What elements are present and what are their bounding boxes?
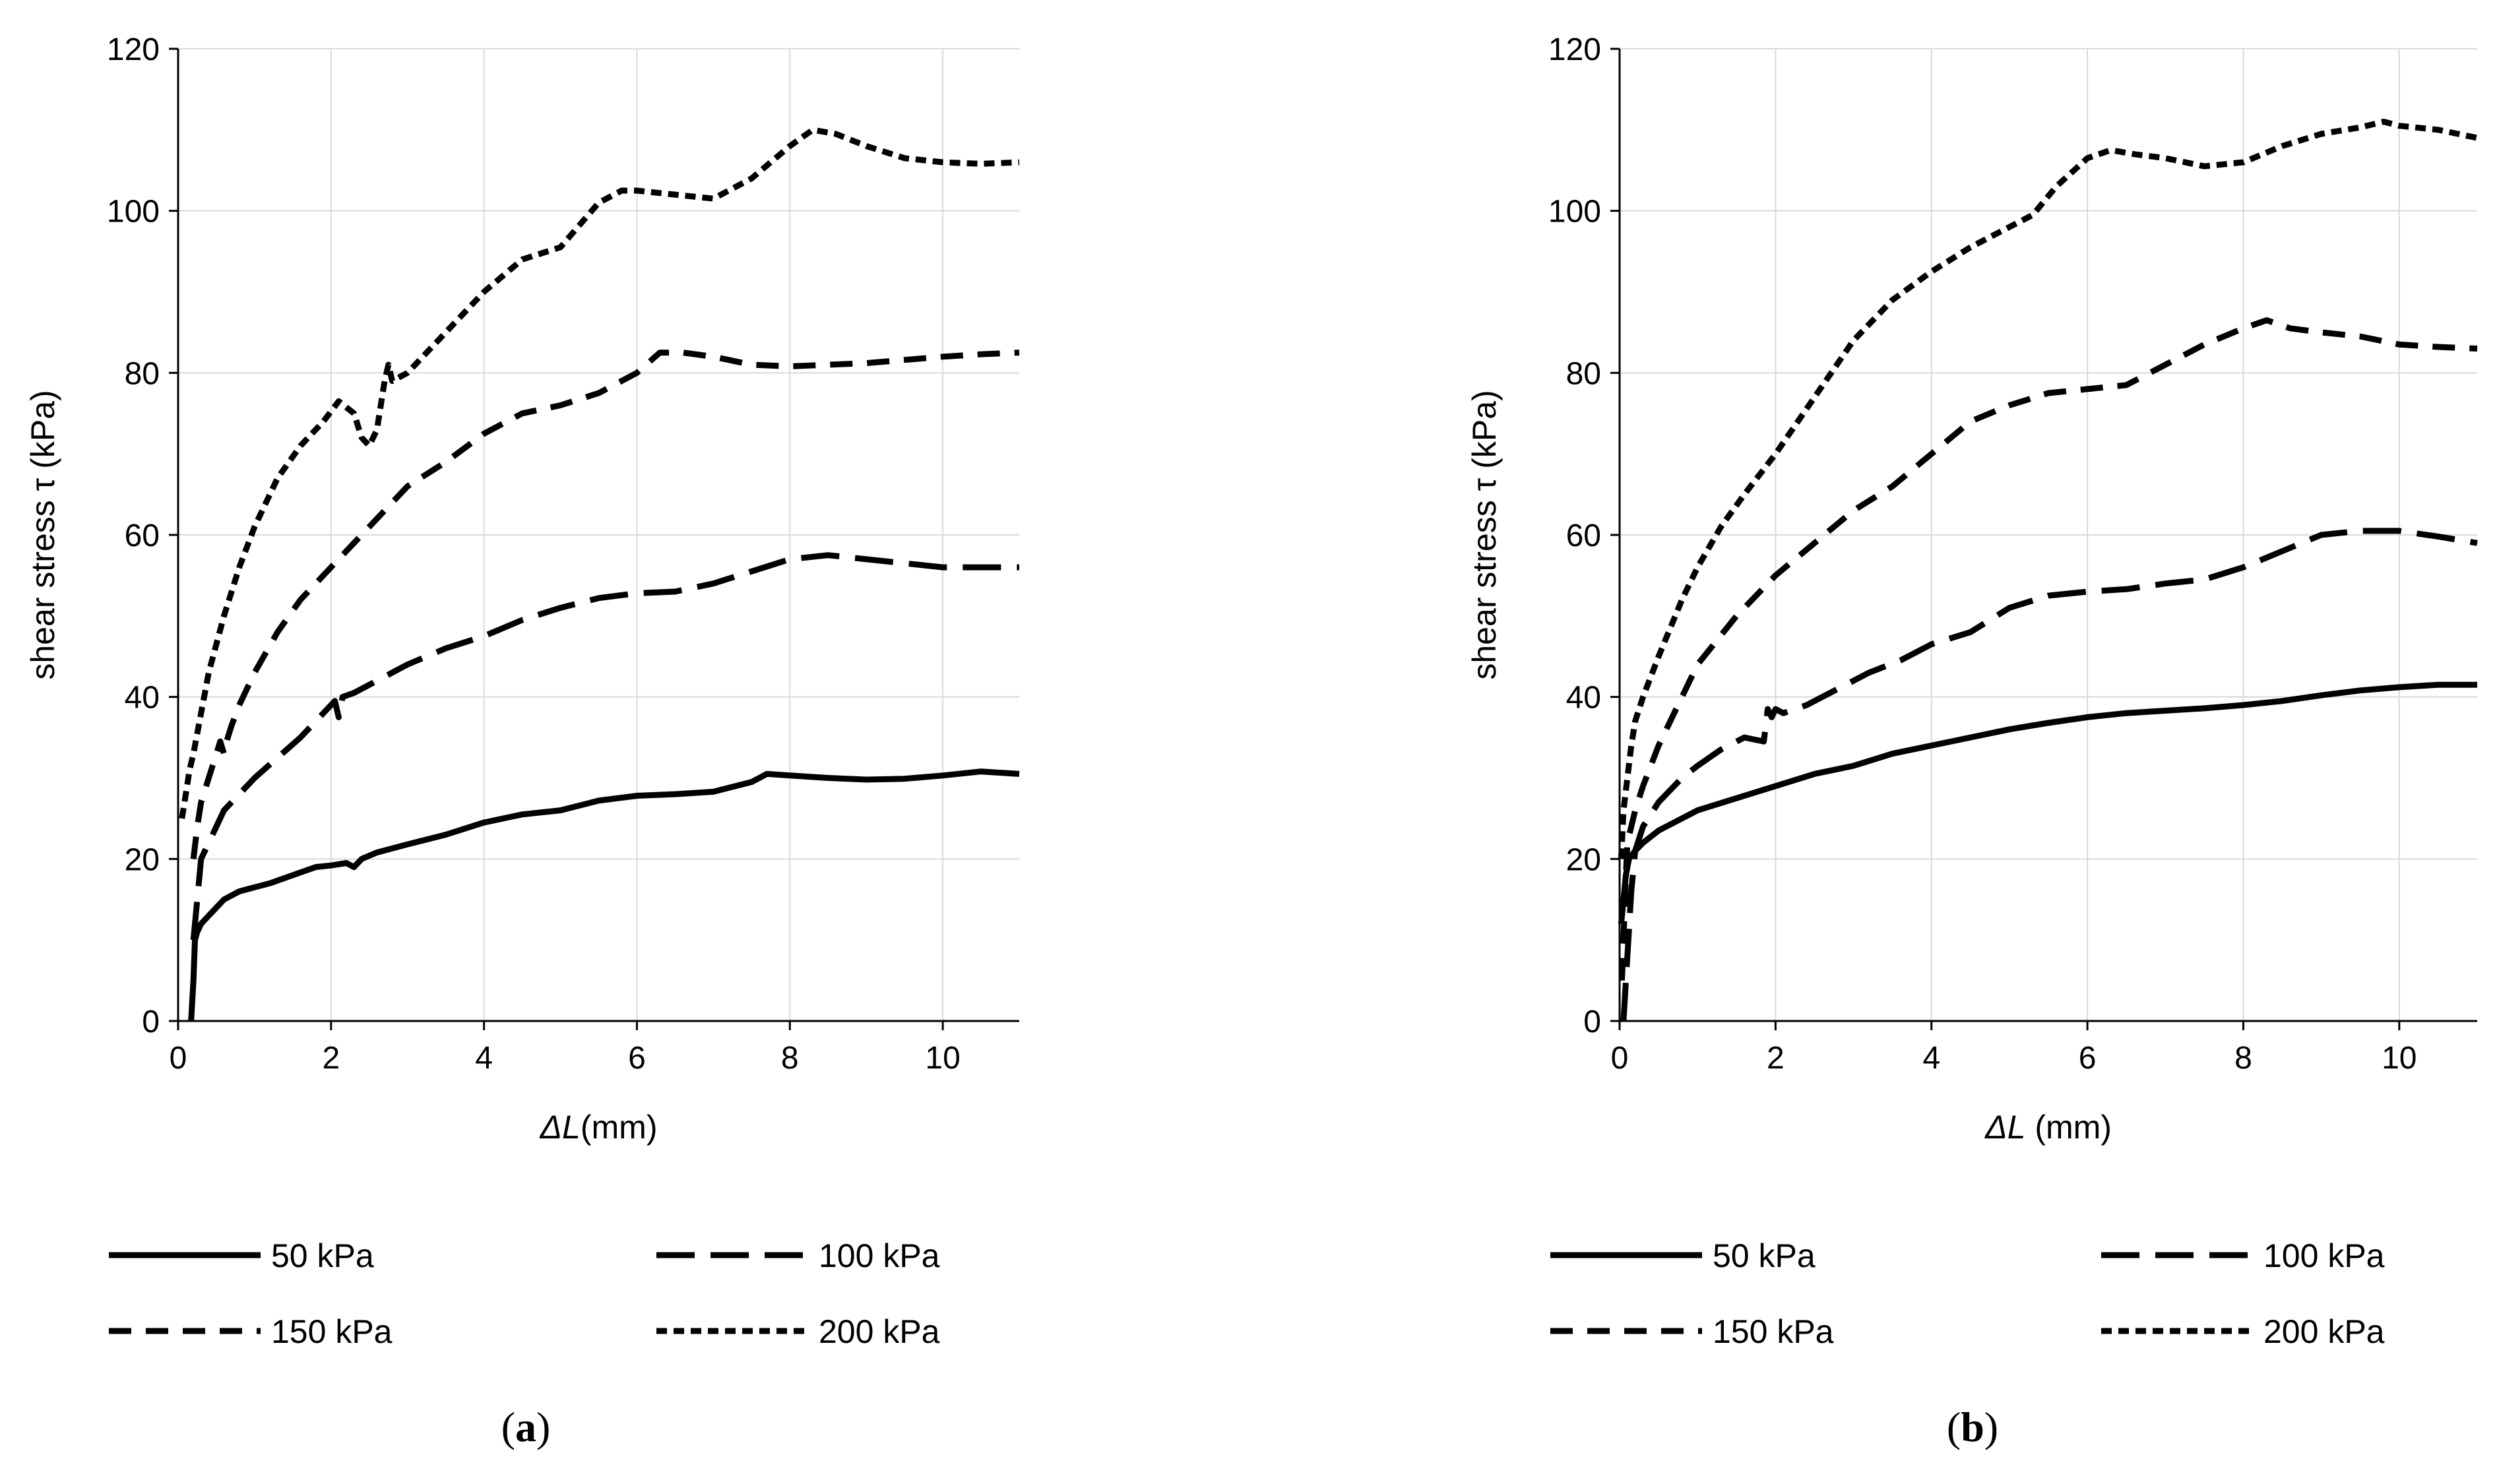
y-axis-label: shear stress τ (kPa) <box>1466 390 1503 679</box>
panel-label-part: a <box>515 1404 536 1450</box>
panel-label-part: ( <box>501 1404 515 1450</box>
x-axis-label: ΔL(mm) <box>540 1109 658 1146</box>
x-tick-label: 10 <box>2382 1041 2417 1076</box>
chart-panel-b: 0 20 40 60 80 100 120 0 2 4 6 8 10 ΔL (mm) shear stres… <box>1466 32 2478 1450</box>
y-tick-label: 40 <box>125 681 160 716</box>
chart-panel-a: 0 20 40 60 80 100 120 0 2 4 6 8 10 ΔL(mm) shear stress… <box>24 32 1020 1450</box>
y-tick-label: 60 <box>1566 518 1601 553</box>
legend-label: 100 kPa <box>2263 1237 2385 1274</box>
legend-entry: 50 kPa <box>1550 1237 1816 1274</box>
legend-label: 100 kPa <box>819 1237 940 1274</box>
x-tick-label: 0 <box>170 1041 187 1076</box>
legend-entry: 100 kPa <box>656 1237 940 1274</box>
legend-entry: 50 kPa <box>109 1237 374 1274</box>
y-tick-label: 80 <box>125 356 160 391</box>
panel-label-part: b <box>1961 1404 1984 1450</box>
panel-label: (a) <box>501 1404 551 1450</box>
panel-label-part: ) <box>1984 1404 1998 1450</box>
legend-entry: 150 kPa <box>1550 1313 1834 1350</box>
x-tick-label: 0 <box>1611 1041 1629 1076</box>
panel-label-part: ( <box>1947 1404 1961 1450</box>
y-tick-label: 20 <box>125 842 160 877</box>
y-tick-label: 100 <box>107 195 160 230</box>
legend-label: 200 kPa <box>2263 1313 2385 1350</box>
y-tick-label: 0 <box>142 1005 160 1039</box>
x-tick-label: 2 <box>322 1041 340 1076</box>
x-tick-label: 6 <box>628 1041 646 1076</box>
series-line-150-kpa <box>1619 317 2478 981</box>
y-tick-label: 120 <box>1548 32 1601 67</box>
series-line-100-kpa <box>1620 528 2478 1022</box>
series-line-200-kpa <box>1618 119 2478 859</box>
x-axis-label-variable: ΔL <box>1984 1109 2025 1146</box>
x-axis-label-variable: ΔL <box>540 1109 581 1146</box>
y-tick-label: 0 <box>1583 1005 1601 1039</box>
series-line-150-kpa <box>190 350 1020 859</box>
x-axis-label: ΔL (mm) <box>1984 1109 2112 1146</box>
x-tick-label: 8 <box>2234 1041 2252 1076</box>
legend-entry: 100 kPa <box>2101 1237 2385 1274</box>
x-axis-label-unit: (mm) <box>581 1109 658 1146</box>
y-tick-label: 80 <box>1566 356 1601 391</box>
y-tick-label: 20 <box>1566 842 1601 877</box>
x-tick-label: 4 <box>1922 1041 1940 1076</box>
y-axis-label: shear stress τ (kPa) <box>24 390 61 679</box>
y-tick-label: 100 <box>1548 195 1601 230</box>
y-tick-label: 120 <box>107 32 160 67</box>
legend-label: 200 kPa <box>819 1313 940 1350</box>
legend-entry: 200 kPa <box>2101 1313 2385 1350</box>
x-tick-label: 2 <box>1767 1041 1785 1076</box>
panel-label-part: ) <box>536 1404 550 1450</box>
y-tick-label: 40 <box>1566 681 1601 716</box>
x-tick-label: 6 <box>2079 1041 2097 1076</box>
x-axis-label-unit: (mm) <box>2025 1109 2112 1146</box>
x-tick-label: 4 <box>475 1041 493 1076</box>
legend-entry: 200 kPa <box>656 1313 940 1350</box>
x-tick-label: 10 <box>925 1041 960 1076</box>
legend-label: 50 kPa <box>271 1237 374 1274</box>
x-tick-label: 8 <box>781 1041 799 1076</box>
legend-label: 150 kPa <box>1713 1313 1834 1350</box>
legend-label: 50 kPa <box>1713 1237 1816 1274</box>
panel-label: (b) <box>1947 1404 1998 1450</box>
series-line-50-kpa <box>188 768 1020 1022</box>
legend-label: 150 kPa <box>271 1313 393 1350</box>
series-line-200-kpa <box>179 127 1020 819</box>
series-line-50-kpa <box>1618 681 2477 925</box>
y-tick-label: 60 <box>125 518 160 553</box>
legend-entry: 150 kPa <box>109 1313 393 1350</box>
series-line-100-kpa <box>190 552 1019 941</box>
